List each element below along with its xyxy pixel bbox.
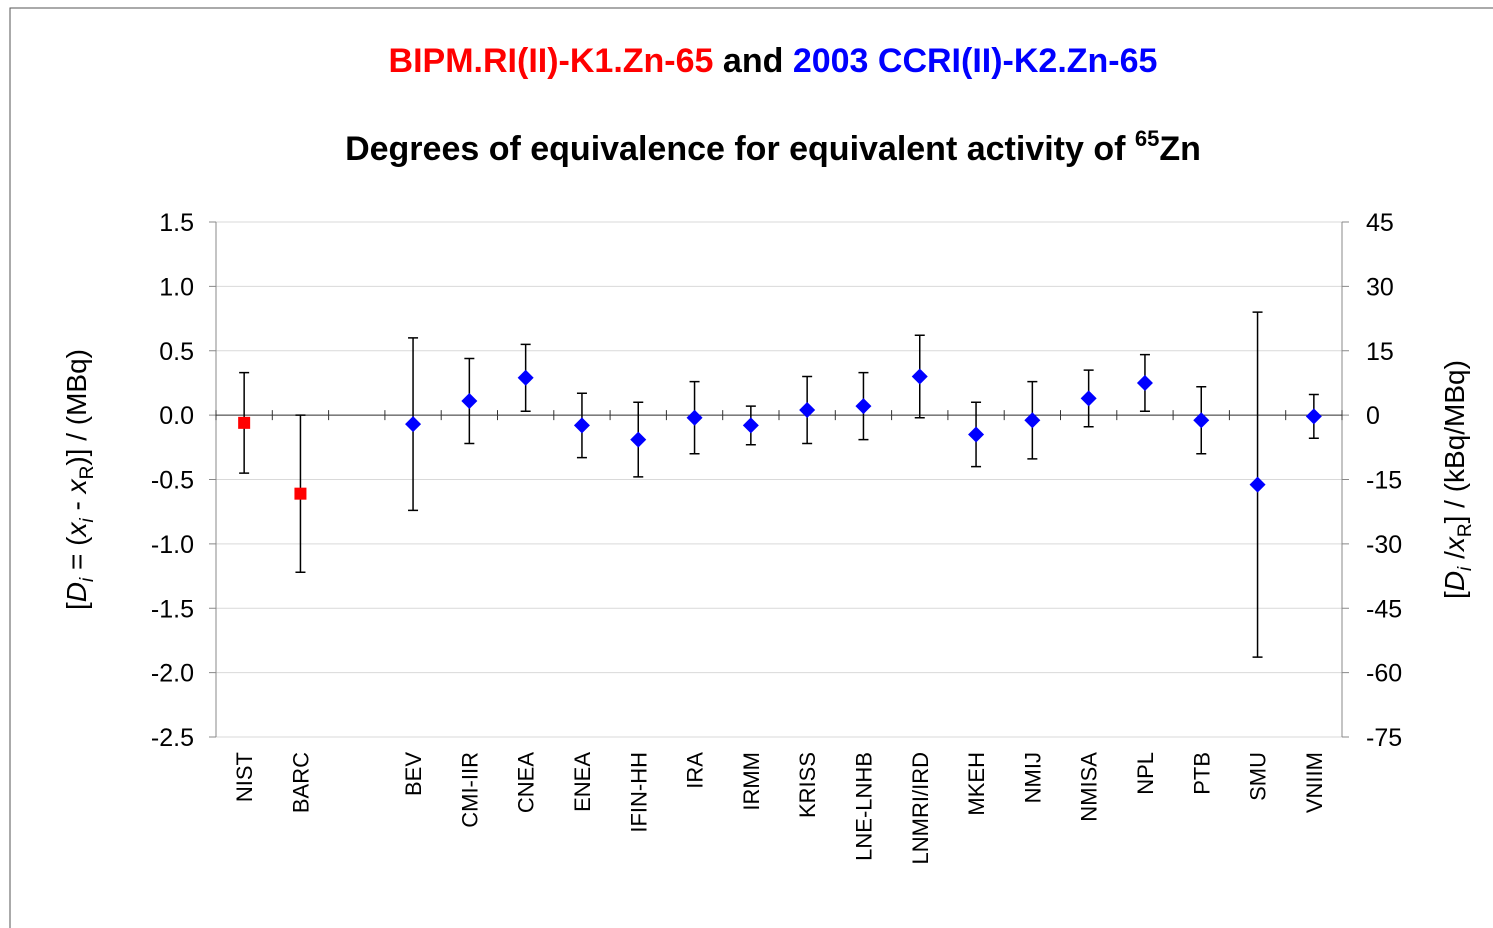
axis-label-part: R xyxy=(77,466,98,480)
x-tick-label: ENEA xyxy=(570,752,595,812)
axis-label-part: [ xyxy=(61,602,92,610)
x-tick-label: IRMM xyxy=(739,752,764,811)
marker xyxy=(1080,390,1097,407)
chart-title: BIPM.RI(II)-K1.Zn-65 and 2003 CCRI(II)-K… xyxy=(389,42,1158,80)
marker xyxy=(742,417,759,434)
axis-label-part: i xyxy=(77,518,98,523)
marker xyxy=(799,401,816,418)
y-tick-label: -1.5 xyxy=(151,595,194,623)
marker xyxy=(573,417,590,434)
y2-tick-label: 0 xyxy=(1366,402,1380,430)
title-part: BIPM.RI(II)-K1.Zn-65 xyxy=(389,42,714,80)
axis-label-part: D xyxy=(1439,571,1470,591)
axis-label-part: - xyxy=(61,493,92,518)
x-tick-label: IRA xyxy=(683,752,708,789)
axis-label-part: = ( xyxy=(61,536,92,578)
marker xyxy=(1305,408,1322,425)
x-tick-label: BARC xyxy=(288,752,313,813)
frame xyxy=(9,7,1493,928)
marker xyxy=(855,398,872,415)
marker xyxy=(1024,412,1041,429)
marker xyxy=(911,368,928,385)
marker xyxy=(630,431,647,448)
marker xyxy=(517,369,534,386)
axis-label: [Di = (xi - xR)] / (MBq) xyxy=(61,349,98,610)
title-part: 2003 CCRI(II)-K2.Zn-65 xyxy=(793,42,1158,80)
y2-tick-label: -15 xyxy=(1366,467,1402,495)
axis-label-part: ] / (kBq/MBq) xyxy=(1439,360,1470,523)
marker xyxy=(1249,476,1266,493)
axis-label-part: i xyxy=(77,577,98,582)
y2-tick-label: 45 xyxy=(1366,209,1394,237)
title-part: and xyxy=(723,42,783,80)
y2-tick-label: -45 xyxy=(1366,595,1402,623)
marker xyxy=(1136,374,1153,391)
x-tick-label: SMU xyxy=(1246,752,1271,801)
axis-label-part: [ xyxy=(1439,591,1470,599)
x-tick-label: BEV xyxy=(401,752,426,796)
axis-label-part: x xyxy=(61,522,92,539)
x-tick-label: KRISS xyxy=(795,752,820,818)
x-tick-label: IFIN-HH xyxy=(626,752,651,833)
marker xyxy=(1193,412,1210,429)
subtitle-text: Degrees of equivalence for equivalent ac… xyxy=(345,130,1135,168)
axis-label-part: )] / (MBq) xyxy=(61,349,92,466)
axis-label-part: i xyxy=(1455,566,1476,571)
marker xyxy=(238,416,251,429)
y2-tick-label: -30 xyxy=(1366,531,1402,559)
y2-tick-label: 30 xyxy=(1366,273,1394,301)
subtitle-end: Zn xyxy=(1159,130,1201,168)
x-tick-label: CNEA xyxy=(514,752,539,813)
marker xyxy=(294,487,307,500)
y-tick-label: 0.0 xyxy=(159,402,194,430)
y-tick-label: 0.5 xyxy=(159,338,194,366)
x-tick-label: LNMRI/IRD xyxy=(908,752,933,864)
x-tick-label: LNE-LNHB xyxy=(851,752,876,861)
x-tick-label: PTB xyxy=(1189,752,1214,795)
x-tick-label: NIST xyxy=(232,752,257,802)
marker xyxy=(686,409,703,426)
y-tick-label: -2.5 xyxy=(151,724,194,752)
y2-tick-label: -75 xyxy=(1366,724,1402,752)
x-tick-label: VNIIM xyxy=(1302,752,1327,813)
subtitle-sup: 65 xyxy=(1135,126,1159,151)
x-tick-label: NPL xyxy=(1133,752,1158,795)
marker xyxy=(461,392,478,409)
axis-label-part: D xyxy=(61,582,92,602)
axis-label-part: x xyxy=(1439,536,1470,553)
y2-tick-label: 15 xyxy=(1366,338,1394,366)
axis-label-part: R xyxy=(1455,523,1476,537)
y-tick-label: -1.0 xyxy=(151,531,194,559)
axis-label: [Di /xR] / (kBq/MBq) xyxy=(1439,360,1476,599)
y2-tick-label: -60 xyxy=(1366,660,1402,688)
marker xyxy=(968,426,985,443)
marker xyxy=(405,416,422,433)
x-tick-label: MKEH xyxy=(964,752,989,816)
y-tick-label: 1.0 xyxy=(159,273,194,301)
subtitle: Degrees of equivalence for equivalent ac… xyxy=(345,126,1201,168)
y-tick-label: -0.5 xyxy=(151,467,194,495)
y-tick-label: 1.5 xyxy=(159,209,194,237)
y-tick-label: -2.0 xyxy=(151,660,194,688)
axis-label-part: x xyxy=(61,478,92,495)
axis-label-part: / xyxy=(1439,551,1470,567)
x-tick-label: CMI-IIR xyxy=(457,752,482,828)
x-tick-label: NMIJ xyxy=(1020,752,1045,803)
x-tick-label: NMISA xyxy=(1077,752,1102,822)
